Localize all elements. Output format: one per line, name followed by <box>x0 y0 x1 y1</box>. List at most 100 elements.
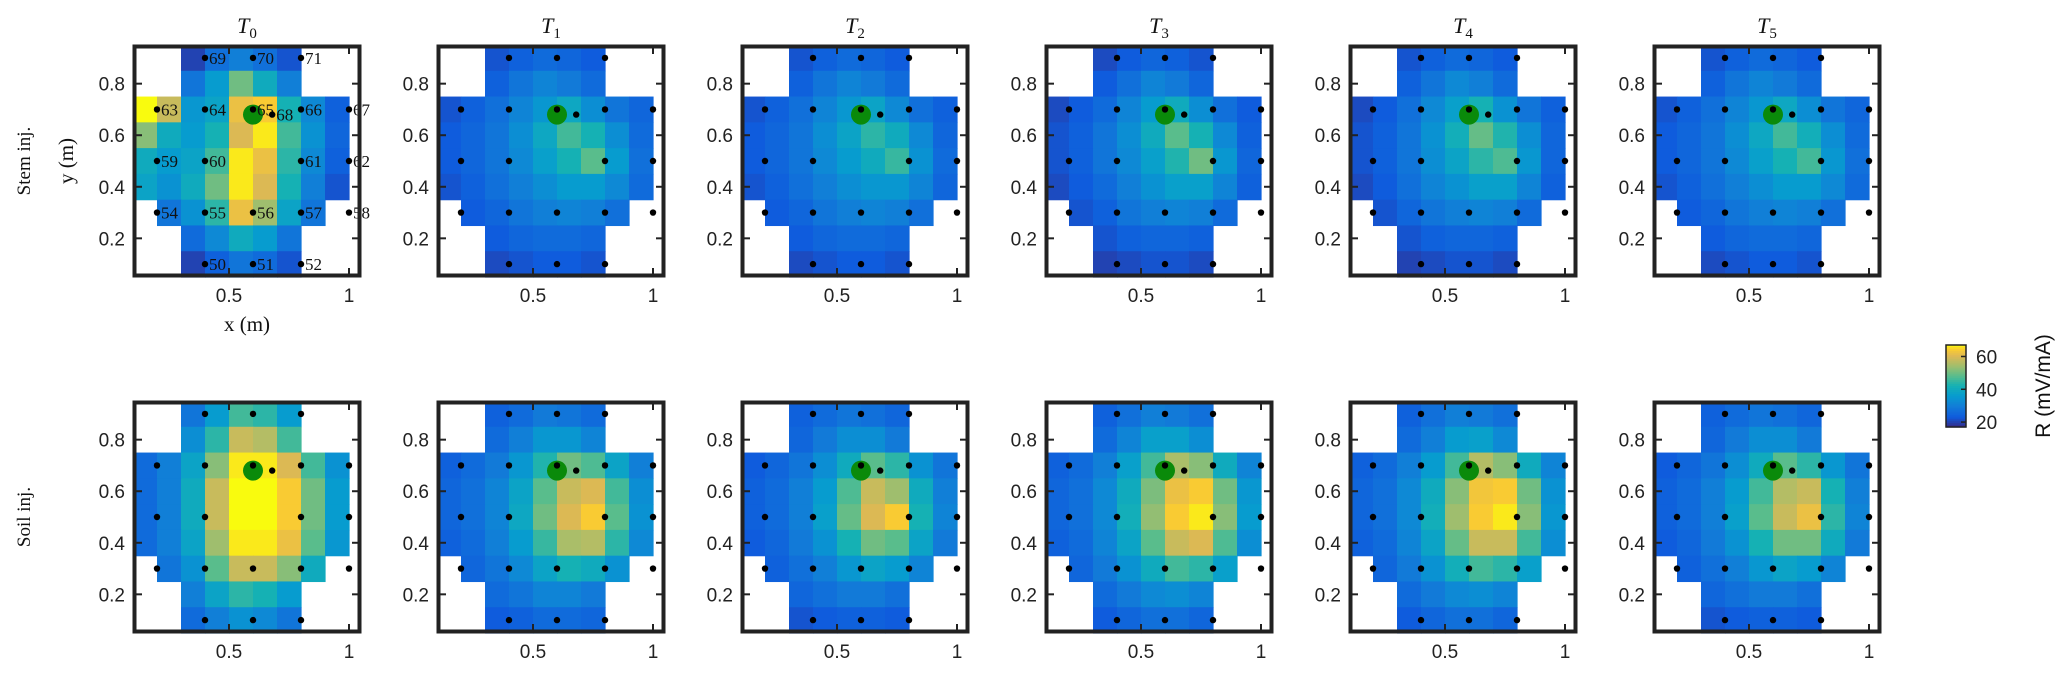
heatmap-cell <box>789 607 814 634</box>
heatmap-cell <box>1373 173 1398 201</box>
electrode-dot <box>153 462 161 469</box>
electrode-dot <box>649 565 657 572</box>
heatmap-cell <box>1797 426 1822 454</box>
heatmap-cell <box>181 45 206 72</box>
electrode-dot <box>153 565 161 572</box>
heatmap-cell <box>885 504 910 531</box>
heatmap-cell <box>253 504 278 531</box>
heatmap-cell <box>1493 401 1518 428</box>
heatmap-cell <box>557 478 582 505</box>
electrode-dot <box>1209 565 1217 572</box>
electrode-dot <box>905 54 913 62</box>
electrode-dot <box>1865 209 1873 216</box>
heatmap-cell <box>157 504 182 531</box>
electrode-dot <box>809 513 817 521</box>
heatmap-cell <box>1141 148 1166 175</box>
heatmap-cell <box>1493 426 1518 454</box>
electrode-dot <box>457 106 465 113</box>
heatmap-cell <box>885 401 910 428</box>
y-tick-label: 0.4 <box>1011 534 1038 555</box>
heatmap-cell <box>229 70 254 98</box>
heatmap-cell <box>1349 504 1374 531</box>
heatmap-cell <box>509 148 534 175</box>
electrode-dot <box>1561 513 1569 521</box>
heatmap-cell <box>885 251 910 278</box>
heatmap-cell <box>837 70 862 98</box>
heatmap-cell <box>1749 148 1774 175</box>
heatmap-cell <box>933 478 958 505</box>
heatmap-cell <box>741 504 766 531</box>
heatmap-cell <box>277 504 302 531</box>
heatmap-cell <box>1397 581 1422 608</box>
heatmap-cell <box>861 199 886 227</box>
heatmap-cell <box>253 478 278 505</box>
heatmap-cell <box>1797 529 1822 557</box>
electrode-dot <box>857 616 865 624</box>
electrode-dot <box>1769 565 1777 572</box>
heatmap-cell <box>789 478 814 505</box>
colorbar-segment <box>1946 379 1966 383</box>
electrode-dot <box>345 106 353 113</box>
heatmap-cell <box>581 504 606 531</box>
heatmap-cell <box>1773 401 1798 428</box>
electrode-dot <box>1673 209 1681 216</box>
heatmap-cell <box>1189 555 1214 583</box>
heatmap-cell <box>205 173 230 201</box>
electrode-dot <box>857 410 865 418</box>
electrode-dot <box>1769 462 1777 469</box>
electrode-dot <box>953 157 961 165</box>
heatmap-cell <box>1701 173 1726 201</box>
heatmap-cell <box>1445 199 1470 227</box>
heatmap-cell <box>629 529 654 557</box>
heatmap-cell <box>1045 504 1070 531</box>
heatmap-cell <box>1749 122 1774 149</box>
heatmap-cell <box>557 426 582 454</box>
heatmap-cell <box>253 426 278 454</box>
x-tick-label: 0.5 <box>824 642 850 663</box>
heatmap-cell <box>1701 148 1726 175</box>
heatmap-cell <box>813 529 838 557</box>
heatmap-cell <box>205 96 230 123</box>
colorbar-segment <box>1946 367 1966 371</box>
electrode-dot <box>1161 54 1169 62</box>
electrode-dot <box>1465 565 1473 572</box>
heatmap-cell <box>629 173 654 201</box>
colorbar-segment <box>1946 363 1966 367</box>
electrode-dot <box>1561 565 1569 572</box>
heatmap-cell <box>229 581 254 608</box>
panel-frame <box>740 44 970 278</box>
heatmap-cell <box>1117 529 1142 557</box>
heatmap-cell <box>1117 607 1142 634</box>
heatmap-cell <box>205 478 230 505</box>
heatmap-cell <box>1213 478 1238 505</box>
y-tick-label: 0.4 <box>1619 178 1646 199</box>
electrode-dot <box>1417 410 1425 418</box>
heatmap-cell <box>485 452 510 479</box>
heatmap-cell <box>509 452 534 479</box>
heatmap-cell <box>485 173 510 201</box>
electrode-dot <box>809 106 817 113</box>
electrode-label: 61 <box>305 152 322 171</box>
heatmap-cell <box>885 607 910 634</box>
heatmap-cell <box>933 148 958 175</box>
electrode-dot <box>1209 616 1217 624</box>
heatmap-cell <box>1093 70 1118 98</box>
y-tick-label: 0.4 <box>403 534 430 555</box>
heatmap-cell <box>253 148 278 175</box>
electrode-dot <box>553 616 561 624</box>
heatmap-cell <box>277 70 302 98</box>
y-tick-label: 0.8 <box>707 75 733 96</box>
heatmap-cell <box>1165 122 1190 149</box>
heatmap-cell <box>1141 122 1166 149</box>
heatmap-cell <box>1421 251 1446 278</box>
electrode-dot <box>457 513 465 521</box>
heatmap-cell <box>1117 45 1142 72</box>
heatmap-cell <box>1493 607 1518 634</box>
heatmap-cell <box>1773 148 1798 175</box>
electrode-dot <box>1417 616 1425 624</box>
heatmap-cell <box>461 452 486 479</box>
heatmap-cell <box>1445 504 1470 531</box>
heatmap-cell <box>909 478 934 505</box>
electrode-label: 66 <box>305 100 322 119</box>
heatmap-cell <box>557 225 582 252</box>
